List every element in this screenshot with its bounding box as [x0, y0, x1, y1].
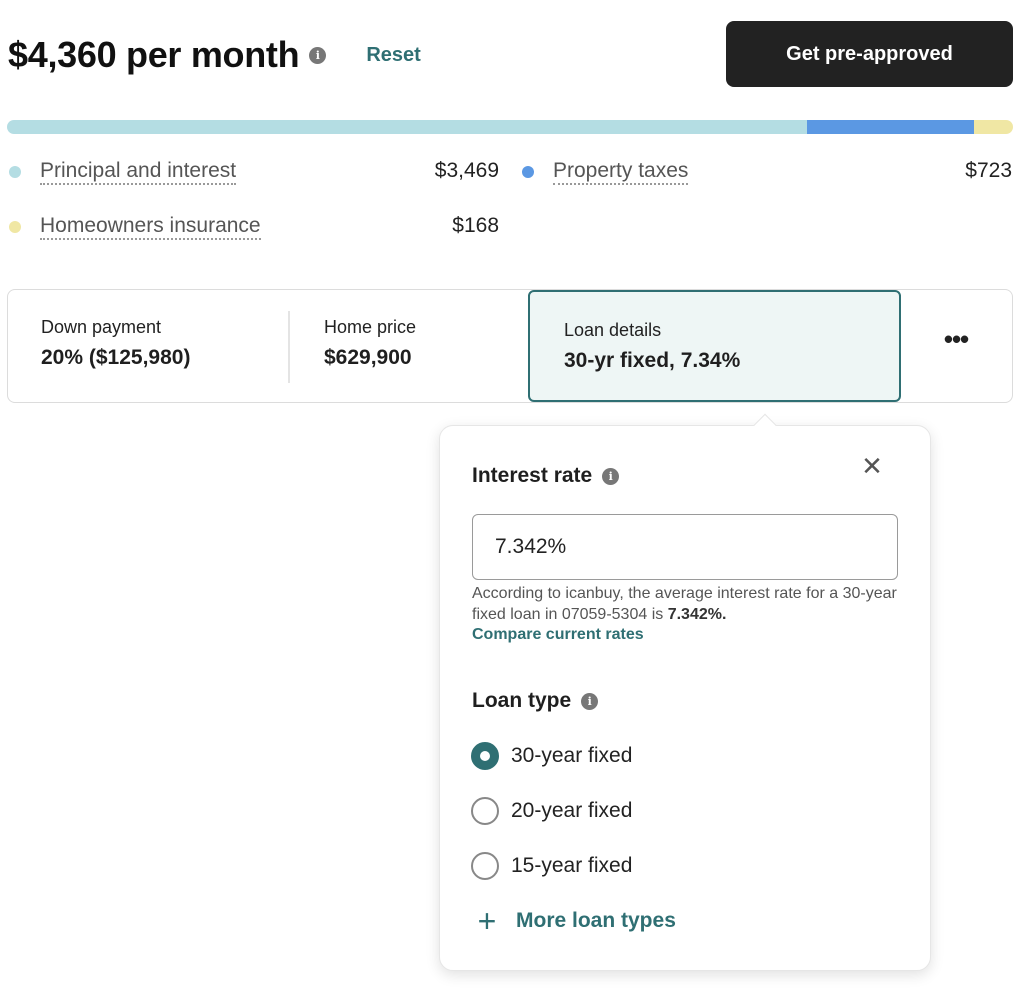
radio-button[interactable]: [471, 797, 499, 825]
bar-segment-property-taxes: [807, 120, 975, 134]
interest-rate-heading: Interest rate i: [472, 464, 620, 488]
close-icon[interactable]: ✕: [861, 451, 883, 481]
homeowners-insurance-label[interactable]: Homeowners insurance: [40, 214, 261, 240]
reset-link[interactable]: Reset: [366, 43, 421, 66]
get-pre-approved-button[interactable]: Get pre-approved: [726, 21, 1013, 87]
loan-type-heading: Loan type i: [472, 689, 599, 713]
home-price-tab[interactable]: Home price $629,900: [291, 290, 526, 402]
property-taxes-label[interactable]: Property taxes: [553, 159, 689, 185]
principal-interest-label[interactable]: Principal and interest: [40, 159, 237, 185]
loan-type-option-30-year[interactable]: 30-year fixed: [471, 741, 632, 771]
payment-breakdown-bar: [7, 120, 1013, 134]
interest-rate-input[interactable]: [472, 514, 898, 580]
loan-details-value: 30-yr fixed, 7.34%: [564, 349, 741, 372]
down-payment-tab[interactable]: Down payment 20% ($125,980): [8, 290, 288, 402]
card-divider: [288, 311, 290, 383]
plus-icon: +: [477, 903, 497, 939]
radio-label: 20-year fixed: [511, 799, 633, 822]
helper-rate: 7.342%.: [667, 605, 727, 623]
radio-button[interactable]: [471, 742, 499, 770]
radio-button[interactable]: [471, 852, 499, 880]
loan-details-tab[interactable]: Loan details 30-yr fixed, 7.34%: [528, 290, 901, 402]
info-icon[interactable]: i: [602, 467, 620, 485]
helper-text: According to icanbuy, the average intere…: [472, 585, 897, 623]
loan-type-option-20-year[interactable]: 20-year fixed: [471, 796, 632, 826]
down-payment-value: 20% ($125,980): [41, 346, 191, 369]
interest-rate-helper: According to icanbuy, the average intere…: [472, 584, 902, 625]
loan-type-option-15-year[interactable]: 15-year fixed: [471, 851, 632, 881]
principal-interest-dot: [9, 166, 21, 178]
radio-label: 30-year fixed: [511, 744, 633, 767]
compare-rates-link[interactable]: Compare current rates: [472, 626, 644, 643]
bar-segment-homeowners-insurance: [974, 120, 1013, 134]
monthly-payment: $4,360 per month: [8, 34, 300, 75]
homeowners-insurance-value: $168: [452, 214, 499, 237]
interest-rate-title: Interest rate: [472, 464, 593, 487]
loan-details-label: Loan details: [564, 320, 662, 340]
loan-type-title: Loan type: [472, 689, 572, 712]
home-price-value: $629,900: [324, 346, 412, 369]
payment-header: $4,360 per month i Reset: [8, 30, 421, 80]
more-loan-types-label: More loan types: [516, 909, 676, 932]
homeowners-insurance-dot: [9, 221, 21, 233]
principal-interest-value: $3,469: [434, 159, 499, 182]
more-horizontal-icon[interactable]: •••: [943, 324, 969, 354]
bar-segment-principal-interest: [7, 120, 808, 134]
info-icon[interactable]: i: [581, 692, 599, 710]
info-icon[interactable]: i: [309, 46, 327, 64]
radio-label: 15-year fixed: [511, 854, 633, 877]
more-loan-types-link[interactable]: + More loan types: [474, 905, 676, 937]
property-taxes-dot: [522, 166, 534, 178]
property-taxes-value: $723: [965, 159, 1012, 182]
down-payment-label: Down payment: [41, 317, 162, 337]
home-price-label: Home price: [324, 317, 417, 337]
